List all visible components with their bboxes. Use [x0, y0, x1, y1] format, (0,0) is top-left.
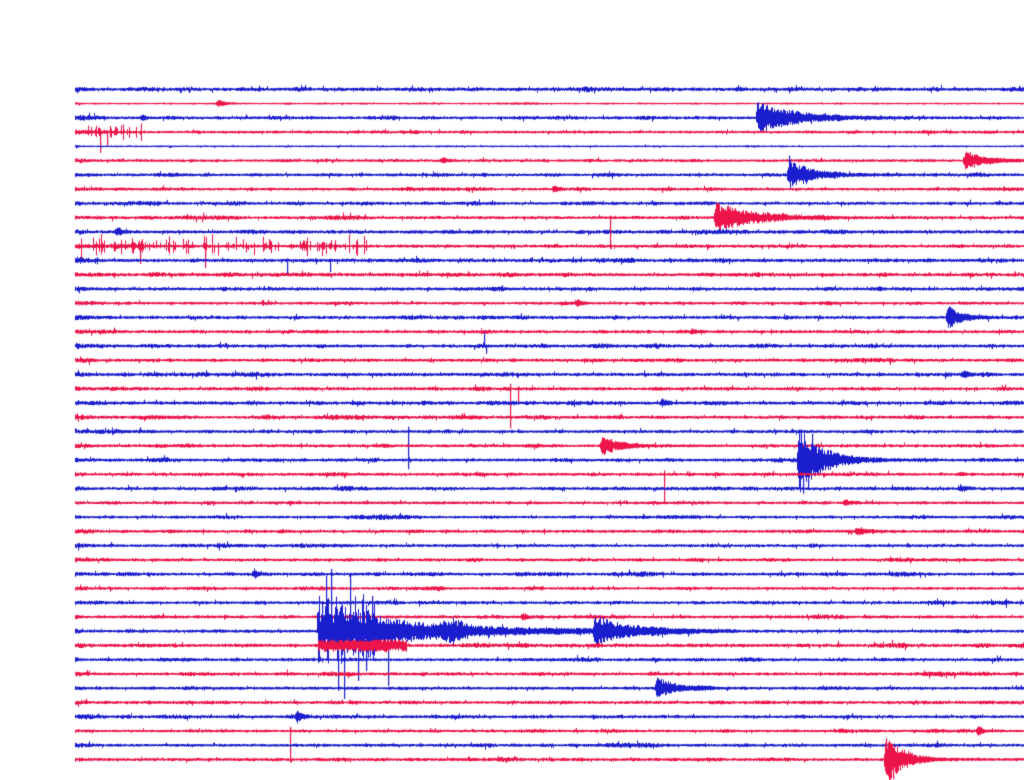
- seismogram-canvas: [0, 0, 1024, 780]
- helicorder-page: HT Litochorio (Katerini) 2011-10-10 Appl…: [0, 0, 1024, 780]
